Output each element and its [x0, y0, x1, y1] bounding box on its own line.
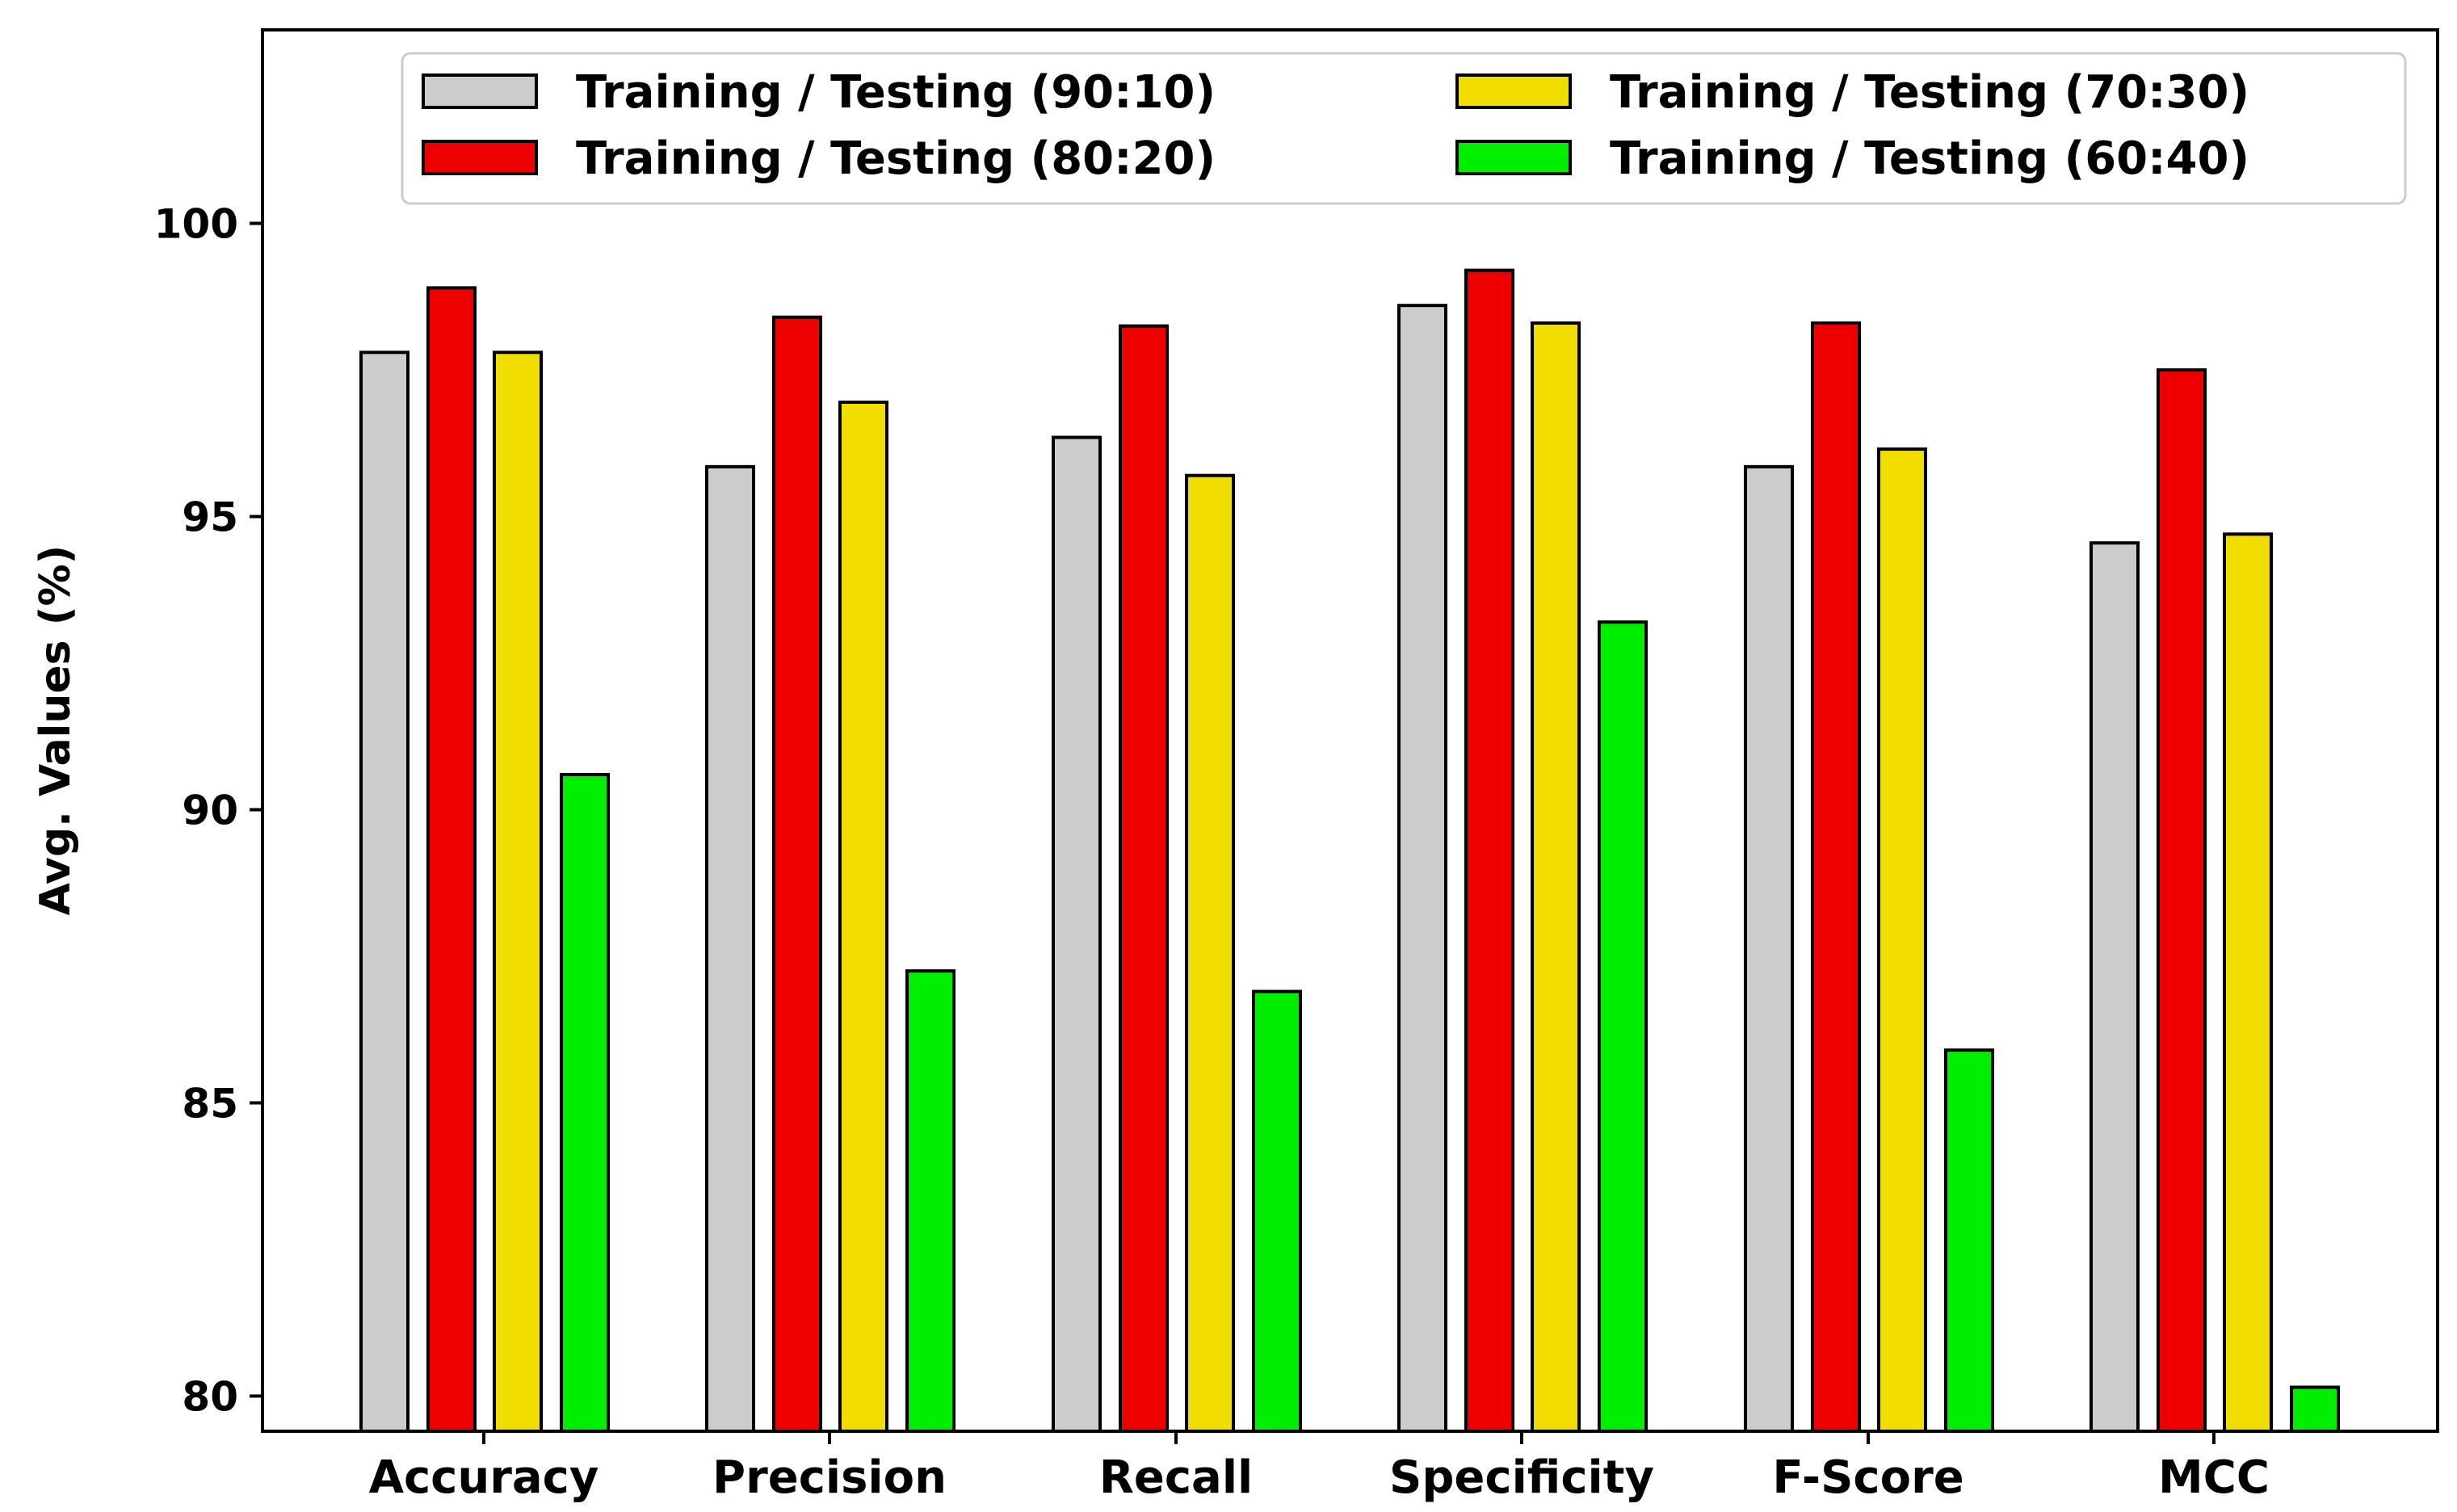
legend-label-series-4: Training / Testing (60:40)	[1610, 132, 2249, 185]
bar-specificity-series-3	[1531, 321, 1581, 1433]
y-tick-label: 95	[182, 494, 238, 541]
bar-specificity-series-4	[1598, 620, 1648, 1433]
y-tick-label: 100	[154, 201, 238, 248]
bar-specificity-series-1	[1397, 304, 1447, 1433]
legend: Training / Testing (90:10) Training / Tes…	[401, 52, 2407, 205]
legend-swatch-series-2	[422, 140, 538, 175]
bar-f-score-series-4	[1944, 1048, 1994, 1433]
legend-swatch-series-3	[1455, 74, 1572, 109]
bar-mcc-series-4	[2290, 1385, 2340, 1434]
plot-frame	[261, 28, 2439, 1433]
bar-precision-series-1	[705, 464, 755, 1433]
bar-f-score-series-3	[1877, 447, 1927, 1433]
bars-layer	[359, 268, 2340, 1434]
bar-recall-series-4	[1252, 989, 1302, 1433]
x-tick-label: Precision	[712, 1451, 947, 1504]
bar-precision-series-2	[772, 315, 822, 1433]
bar-specificity-series-2	[1464, 268, 1514, 1433]
bar-mcc-series-2	[2157, 368, 2207, 1433]
y-axis-label: Avg. Values (%)	[32, 545, 80, 916]
bar-precision-series-4	[905, 969, 956, 1433]
y-axis: 80 85 90 95 100	[154, 201, 262, 1420]
bar-accuracy-series-1	[359, 351, 410, 1433]
bar-recall-series-3	[1185, 473, 1235, 1433]
y-tick-label: 85	[182, 1080, 238, 1127]
bar-accuracy-series-4	[560, 772, 610, 1433]
bar-mcc-series-1	[2090, 541, 2140, 1433]
bar-f-score-series-1	[1744, 464, 1794, 1433]
x-tick-label: Specificity	[1389, 1451, 1654, 1504]
y-tick-label: 80	[182, 1373, 238, 1420]
bar-f-score-series-2	[1811, 321, 1861, 1433]
x-axis: Accuracy Precision Recall Specificity F-Scor…	[369, 1431, 2270, 1504]
x-tick-label: Accuracy	[369, 1451, 599, 1504]
legend-label-series-1: Training / Testing (90:10)	[576, 66, 1216, 119]
bar-accuracy-series-3	[493, 351, 543, 1433]
x-tick-label: F-Score	[1772, 1451, 1964, 1504]
bar-recall-series-2	[1119, 324, 1169, 1433]
legend-label-series-3: Training / Testing (70:30)	[1610, 66, 2249, 119]
legend-swatch-series-1	[422, 74, 538, 109]
x-tick-label: MCC	[2158, 1451, 2270, 1504]
bar-precision-series-3	[838, 400, 888, 1434]
y-tick-label: 90	[182, 788, 238, 834]
bar-recall-series-1	[1052, 435, 1102, 1433]
legend-box	[401, 52, 2407, 205]
bar-mcc-series-3	[2223, 532, 2273, 1434]
legend-swatch-series-4	[1455, 140, 1572, 175]
legend-label-series-2: Training / Testing (80:20)	[576, 132, 1216, 185]
bar-accuracy-series-2	[426, 286, 477, 1434]
x-tick-label: Recall	[1099, 1451, 1253, 1504]
